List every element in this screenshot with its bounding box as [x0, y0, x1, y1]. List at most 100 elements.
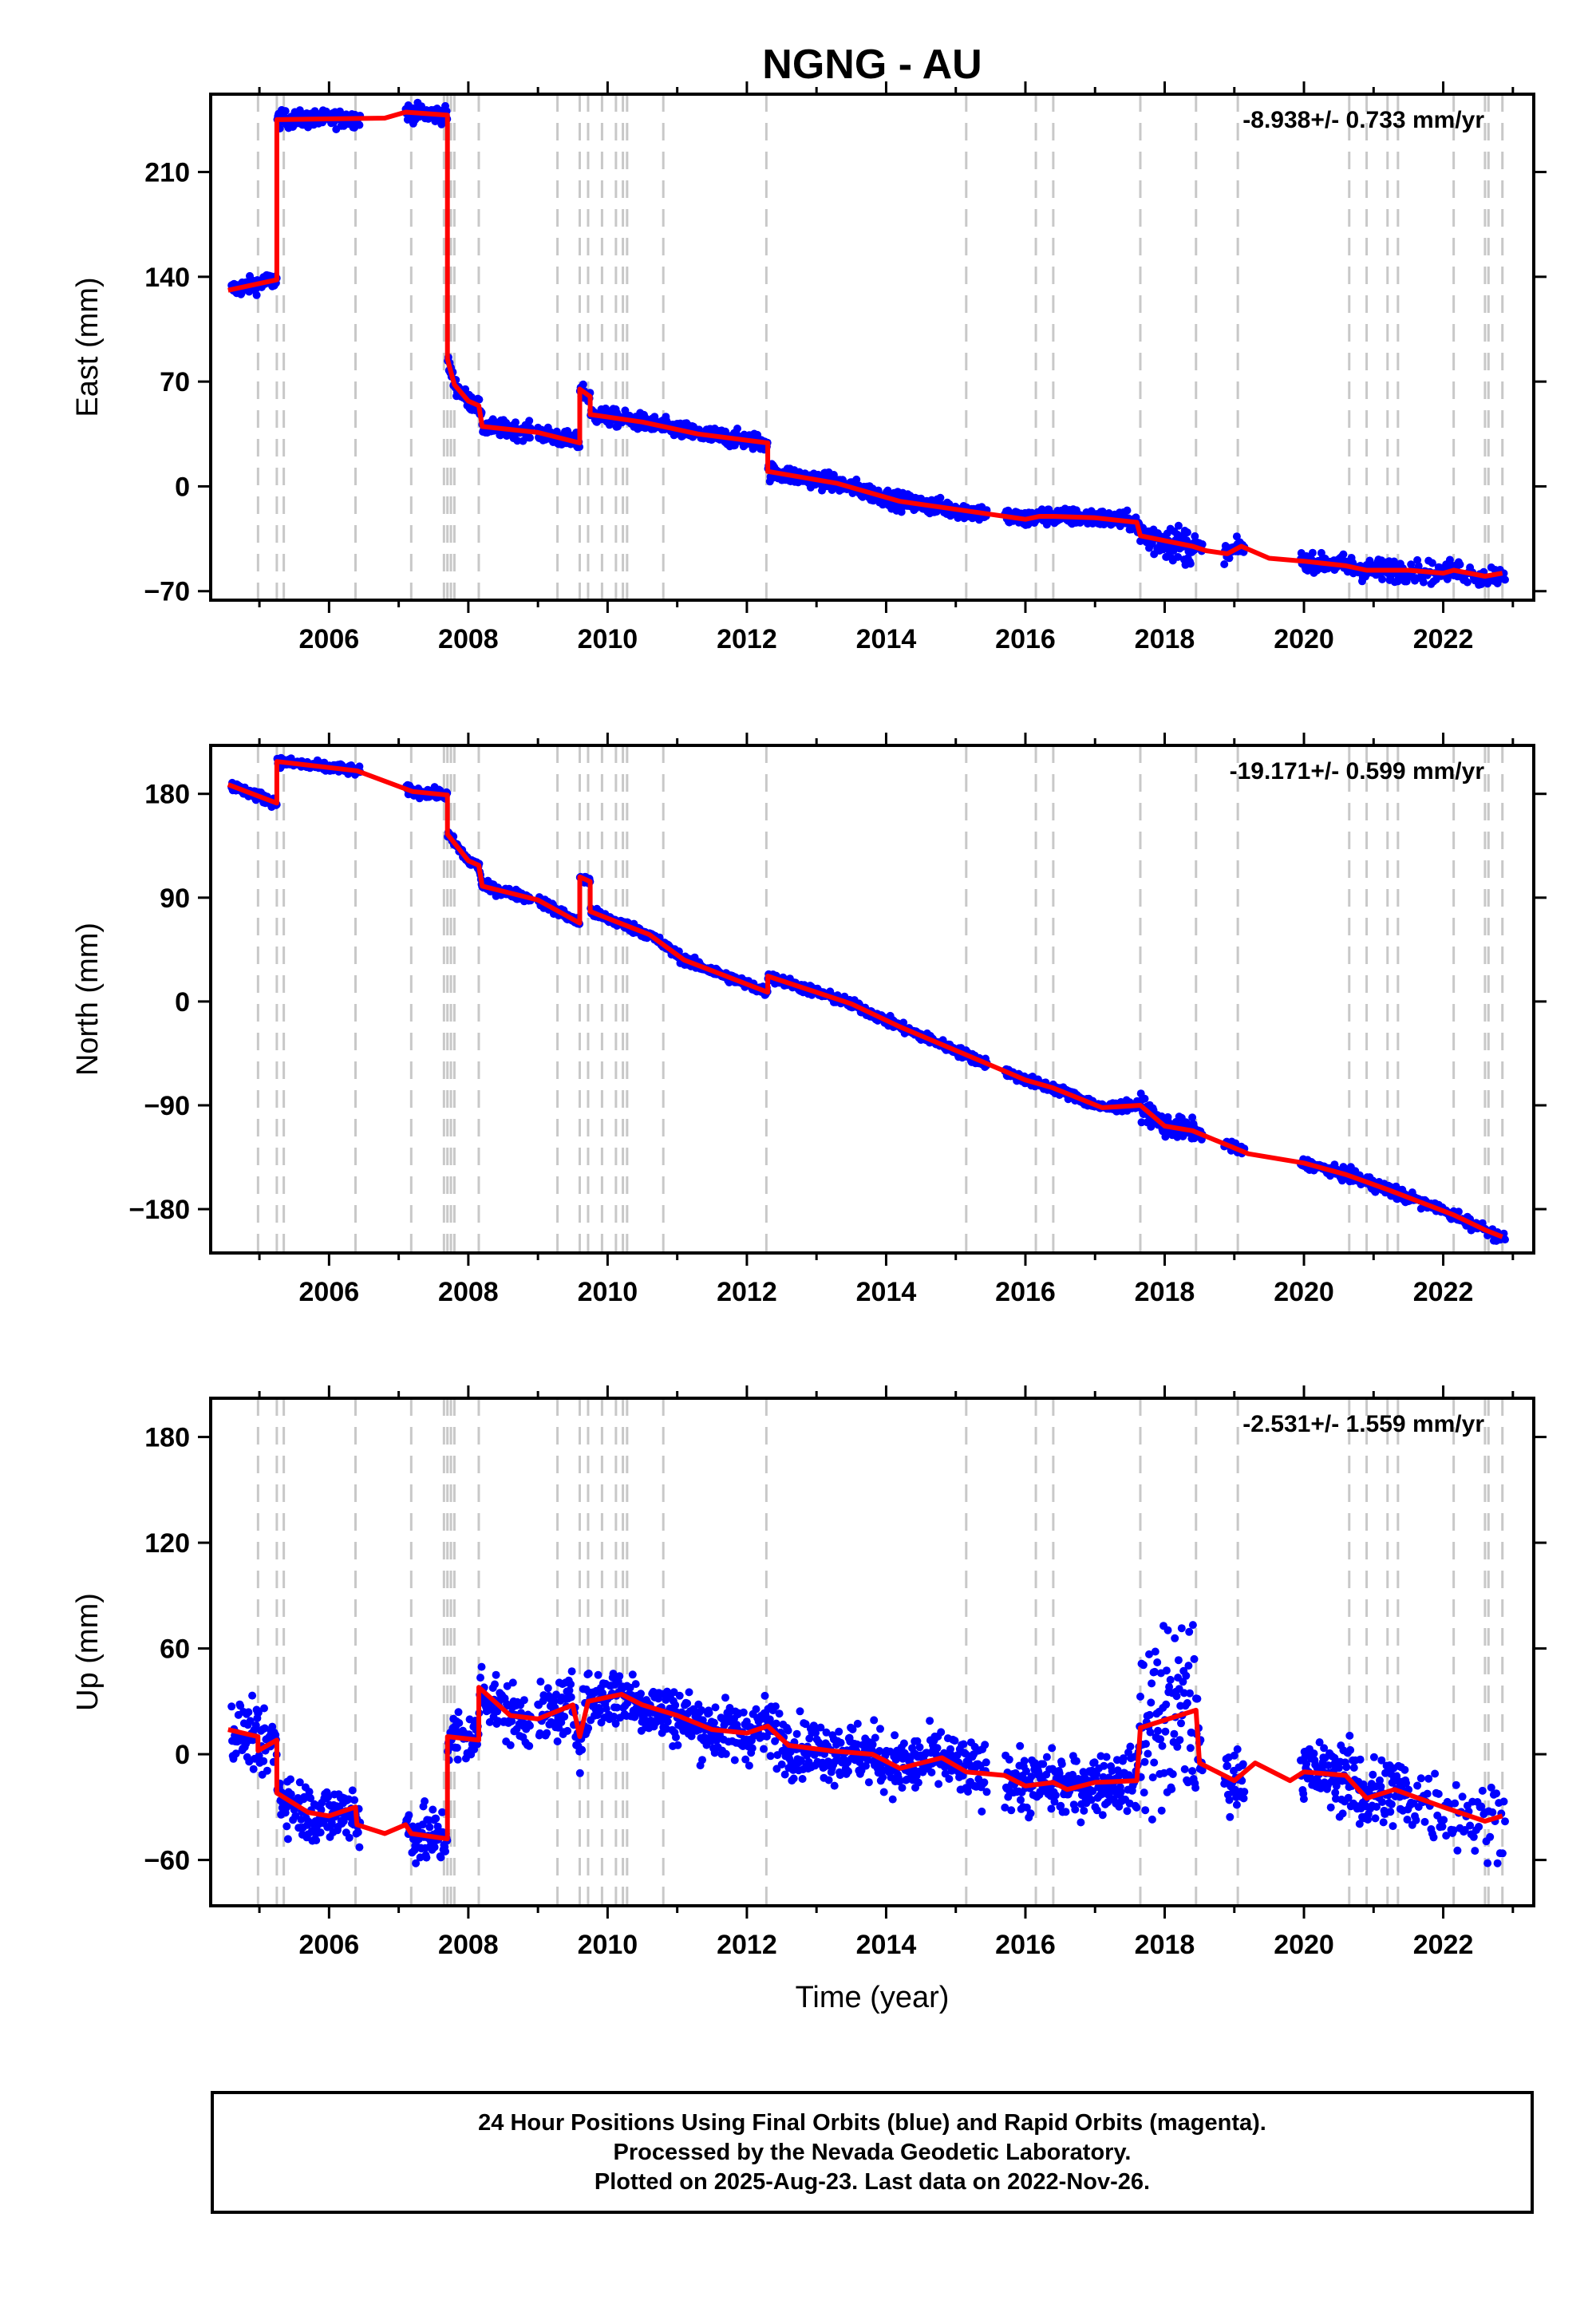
position-point: [316, 1828, 325, 1837]
position-point: [816, 1723, 825, 1732]
y-tick-label: 210: [144, 158, 190, 188]
position-point: [671, 1701, 680, 1709]
y-axis-label: East (mm): [71, 277, 105, 417]
position-point: [1022, 1767, 1030, 1776]
position-point: [899, 1018, 908, 1027]
daily-position-points: [227, 1621, 1509, 1867]
position-point: [244, 1708, 253, 1717]
position-point: [760, 1745, 768, 1753]
position-point: [610, 1713, 618, 1721]
position-point: [836, 1738, 845, 1747]
position-point: [452, 1744, 461, 1752]
x-axis-label: Time (year): [796, 1981, 950, 2014]
position-point: [412, 1859, 421, 1867]
position-point: [1050, 1797, 1059, 1806]
position-point: [1183, 528, 1191, 537]
position-point: [567, 1667, 576, 1676]
position-point: [1017, 1796, 1025, 1804]
position-point: [286, 1775, 294, 1784]
position-point: [1308, 548, 1317, 557]
position-point: [853, 1719, 862, 1728]
position-point: [926, 1717, 934, 1725]
position-point: [405, 1811, 413, 1820]
position-point: [725, 1704, 734, 1712]
position-point: [260, 1704, 268, 1713]
position-point: [822, 1728, 831, 1737]
velocity-label: -8.938+/- 0.733 mm/yr: [1242, 107, 1484, 133]
y-tick-label: −180: [128, 1195, 190, 1225]
position-point: [675, 1691, 684, 1700]
position-point: [895, 1777, 904, 1785]
position-point: [259, 1757, 268, 1765]
position-point: [506, 1741, 515, 1749]
position-point: [567, 1693, 575, 1701]
position-point: [1071, 1805, 1080, 1814]
position-point: [836, 1771, 844, 1780]
position-point: [868, 1740, 877, 1749]
position-point: [291, 1812, 300, 1820]
position-point: [899, 1739, 908, 1748]
position-point: [934, 1780, 943, 1788]
position-point: [848, 1725, 857, 1733]
position-point: [236, 1701, 245, 1710]
position-point: [1001, 1803, 1009, 1812]
position-point: [870, 1716, 879, 1725]
position-point: [1501, 1235, 1509, 1244]
position-point: [282, 1822, 291, 1831]
x-tick-label: 2010: [578, 1277, 638, 1307]
position-point: [852, 475, 861, 484]
position-point: [798, 1775, 807, 1783]
position-point: [355, 1843, 364, 1852]
position-point: [1123, 506, 1132, 515]
position-point: [721, 1694, 729, 1702]
y-tick-label: −90: [144, 1091, 190, 1121]
y-tick-label: 90: [160, 883, 190, 914]
position-point: [602, 1705, 610, 1713]
position-point: [1501, 575, 1509, 584]
position-point: [430, 1843, 439, 1852]
position-point: [260, 1724, 269, 1733]
x-tick-label: 2022: [1413, 624, 1474, 654]
position-point: [981, 1741, 990, 1749]
position-point: [609, 1670, 618, 1678]
position-point: [1016, 1741, 1025, 1750]
position-point: [475, 395, 484, 404]
position-point: [663, 1717, 672, 1726]
position-point: [598, 1689, 607, 1697]
position-point: [978, 1807, 986, 1816]
position-point: [748, 1744, 757, 1753]
position-point: [421, 1797, 429, 1805]
position-point: [1057, 1801, 1065, 1810]
position-point: [875, 1747, 884, 1755]
position-point: [525, 417, 534, 425]
x-tick-label: 2006: [299, 1277, 360, 1307]
position-point: [422, 1853, 431, 1862]
daily-position-points: [227, 753, 1509, 1245]
position-point: [438, 1808, 447, 1816]
position-point: [550, 1697, 559, 1705]
position-point: [711, 1703, 720, 1712]
position-point: [674, 1741, 682, 1749]
position-point: [345, 1833, 354, 1842]
x-tick-label: 2012: [717, 624, 777, 654]
event-lines: [256, 94, 1504, 600]
position-point: [784, 1726, 792, 1735]
position-point: [739, 1708, 748, 1717]
position-point: [1005, 1755, 1013, 1764]
position-point: [775, 1709, 784, 1718]
position-point: [705, 1709, 713, 1717]
position-point: [437, 1853, 445, 1862]
position-point: [864, 1778, 873, 1787]
position-point: [879, 1788, 888, 1796]
position-point: [455, 1719, 464, 1727]
position-point: [685, 1688, 693, 1697]
model-fit-line: [227, 109, 1503, 579]
position-point: [1191, 532, 1199, 540]
x-tick-label: 2010: [578, 624, 638, 654]
y-tick-label: −70: [144, 577, 190, 607]
position-point: [281, 107, 290, 116]
position-point: [752, 1705, 760, 1713]
position-point: [536, 1678, 545, 1686]
